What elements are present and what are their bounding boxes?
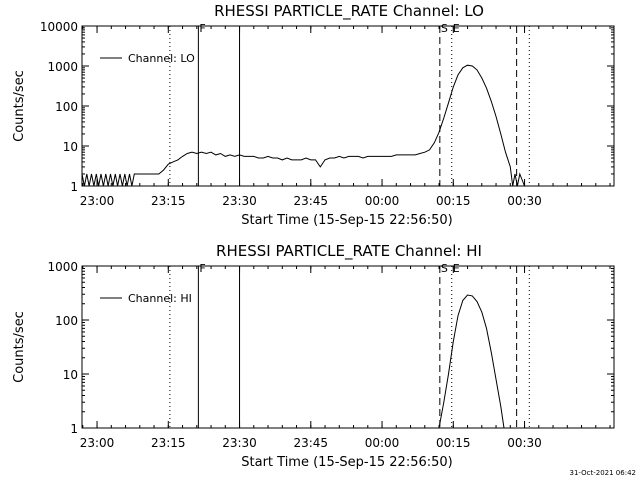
x-axis-label: Start Time (15-Sep-15 22:56:50) — [241, 213, 452, 228]
x-axis-ticks: 23:00 23:15 23:30 23:45 00:00 00:15 00:30 — [80, 26, 611, 208]
legend: Channel: LO — [100, 52, 195, 65]
x-tick-label: 23:15 — [151, 194, 186, 208]
legend-entry: Channel: HI — [128, 292, 192, 305]
y-axis-ticks: 1 10 100 1000 10000 — [40, 20, 614, 194]
marker-label: E — [453, 262, 460, 275]
x-tick-label: 00:30 — [507, 436, 542, 450]
legend: Channel: HI — [100, 292, 192, 305]
y-tick-label: 10000 — [40, 20, 78, 34]
x-tick-label: 23:45 — [293, 436, 328, 450]
chart-title: RHESSI PARTICLE_RATE Channel: LO — [214, 2, 484, 21]
plot-frame — [81, 265, 615, 429]
y-axis-label: Counts/sec — [12, 70, 27, 142]
marker-label: F — [199, 262, 205, 275]
x-tick-label: 23:00 — [80, 436, 115, 450]
y-tick-label: 100 — [55, 100, 78, 114]
x-tick-label: 23:15 — [151, 436, 186, 450]
x-tick-label: 00:15 — [436, 194, 471, 208]
x-tick-label: 23:45 — [293, 194, 328, 208]
x-tick-label: 23:00 — [80, 194, 115, 208]
x-tick-label: 00:00 — [365, 194, 400, 208]
y-tick-label: 10 — [63, 368, 78, 382]
y-tick-label: 1 — [70, 422, 78, 436]
series-line — [438, 294, 505, 429]
y-tick-label: 10 — [63, 140, 78, 154]
y-axis-label: Counts/sec — [12, 311, 27, 383]
x-tick-label: 00:00 — [365, 436, 400, 450]
marker-label: F — [199, 22, 205, 35]
y-tick-label: 1000 — [47, 260, 78, 274]
y-axis-ticks: 1 10 100 1000 — [47, 260, 614, 436]
chart-title: RHESSI PARTICLE_RATE Channel: HI — [216, 242, 482, 261]
x-tick-label: 23:30 — [222, 436, 257, 450]
x-tick-label: 00:15 — [436, 436, 471, 450]
series-layer — [81, 64, 525, 187]
marker-label: S — [441, 22, 448, 35]
footer-timestamp: 31-Oct-2021 06:42 — [570, 469, 636, 477]
series-line — [81, 64, 525, 187]
marker-label: S — [441, 262, 448, 275]
y-tick-label: 1000 — [47, 60, 78, 74]
y-tick-label: 100 — [55, 314, 78, 328]
x-axis-ticks: 23:00 23:15 23:30 23:45 00:00 00:15 00:30 — [80, 266, 611, 450]
x-tick-label: 23:30 — [222, 194, 257, 208]
x-axis-label: Start Time (15-Sep-15 22:56:50) — [241, 455, 452, 470]
series-layer — [438, 294, 505, 429]
marker-label: E — [453, 22, 460, 35]
legend-entry: Channel: LO — [128, 52, 195, 65]
y-tick-label: 1 — [70, 180, 78, 194]
x-tick-label: 00:30 — [507, 194, 542, 208]
